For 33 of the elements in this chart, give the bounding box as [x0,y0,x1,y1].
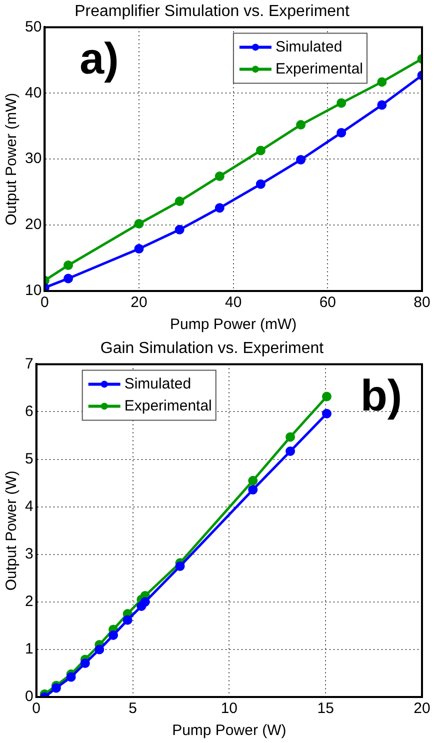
legend-label: Experimental [124,397,212,414]
x-tick-label: 80 [414,294,430,312]
y-axis-title: Output Power (mW) [3,92,20,226]
legend-label: Experimental [275,60,364,78]
x-tick-label: 40 [225,294,242,312]
chart-title: Preamplifier Simulation vs. Experiment [74,3,350,20]
x-tick-label: 20 [130,294,148,312]
y-tick-label: 1 [25,640,34,658]
x-tick-label: 15 [317,700,334,718]
legend-label: Simulated [275,38,342,56]
x-tick-label: 60 [319,294,336,312]
x-axis-title: Pump Power (mW) [170,316,297,334]
x-tick-label: 5 [128,700,137,718]
y-tick-label: 40 [24,84,42,102]
y-tick-label: 7 [25,355,34,372]
chart-title: Gain Simulation vs. Experiment [100,340,324,358]
y-tick-label: 0 [25,688,34,706]
y-tick-label: 3 [25,546,34,563]
x-axis-title: Pump Power (W) [172,722,286,740]
y-tick-label: 30 [24,150,42,168]
y-tick-label: 2 [25,593,34,610]
y-axis-title: Output Power (W) [3,470,20,591]
legend-label: Simulated [124,375,192,392]
annotation: b) [360,371,402,420]
y-tick-label: 5 [25,450,34,468]
annotation: a) [80,34,119,84]
x-tick-label: 20 [414,700,430,718]
y-tick-label: 20 [24,216,42,234]
x-tick-label: 10 [220,700,238,718]
y-tick-label: 6 [25,402,34,420]
y-tick-label: 50 [24,18,42,36]
y-tick-label: 4 [25,498,34,515]
y-tick-label: 10 [24,282,42,300]
